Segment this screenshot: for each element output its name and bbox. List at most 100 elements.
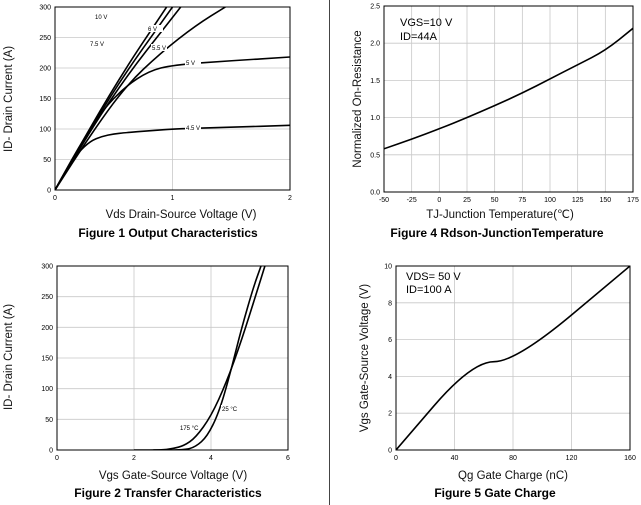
curve-label-background [151,44,167,51]
curve-label: 10 V [95,15,107,21]
fig1-y-ticks: 0 50 100 150 200 250 300 [39,5,51,195]
fig5-gridlines [396,266,630,450]
x-tick-label: 0 [53,195,57,202]
fig2-y-axis-label: ID- Drain Current (A) [3,304,15,410]
y-tick-label: 0 [49,448,53,455]
x-tick-label: -25 [407,197,417,204]
x-tick-label: 120 [566,455,578,462]
fig2-gridlines [57,266,288,450]
x-tick-label: 25 [463,197,471,204]
y-tick-label: 100 [41,386,53,393]
fig5-plot-frame [395,265,631,451]
fig5-x-axis-label: Qg Gate Charge (nC) [458,470,568,482]
fig5-y-ticks: 0 2 4 6 8 10 [384,264,392,455]
fig1-x-axis-label: Vds Drain-Source Voltage (V) [106,209,257,221]
x-tick-label: 80 [509,455,517,462]
curve-label: 5.5 V [152,46,166,52]
fig1-caption: Figure 1 Output Characteristics [78,226,258,240]
condition-line: VGS=10 V [400,17,453,29]
fig4-x-axis-label: TJ-Junction Temperature(℃) [426,209,574,221]
x-tick-label: 6 [286,455,290,462]
y-tick-label: 100 [39,127,51,134]
x-tick-label: 50 [491,197,499,204]
fig2-y-ticks: 0 50 100 150 200 250 300 [41,264,53,455]
y-tick-label: 1.5 [370,78,380,85]
x-tick-label: 160 [624,455,636,462]
fig1-gridlines [55,7,290,190]
fig4-curves [384,27,633,150]
curve-label-background [89,40,105,47]
y-tick-label: 300 [41,264,53,271]
fig5-x-ticks: 0 40 80 120 160 [394,455,636,462]
y-tick-label: 300 [39,5,51,12]
condition-line: VDS= 50 V [406,271,461,283]
y-tick-label: 150 [41,356,53,363]
curve-label-background [221,405,237,412]
curve-label-background [94,13,110,20]
fig5-y-axis-label: Vgs Gate-Source Voltage (V) [359,284,371,432]
y-tick-label: 150 [39,96,51,103]
fig4-caption: Figure 4 Rdson-JunctionTemperature [390,226,603,240]
fig4-y-axis-label: Normalized On-Resistance [352,30,364,167]
curve-label: 5 V [186,61,195,67]
series-line-vgs [396,266,630,450]
fig1-curve-labels: 10 V 6 V 7.5 V 5.5 V 5 V 4.5 V [89,13,201,132]
y-tick-label: 2 [388,411,392,418]
x-tick-label: 1 [171,195,175,202]
x-tick-label: 175 [627,197,639,204]
y-tick-label: 10 [384,264,392,271]
x-tick-label: 0 [437,197,441,204]
y-tick-label: 8 [388,300,392,307]
y-tick-label: 250 [39,35,51,42]
x-tick-label: 40 [451,455,459,462]
y-tick-label: 50 [43,157,51,164]
y-tick-label: 2.0 [370,41,380,48]
figure-4-rdson-junction-temperature: 0.0 0.5 1.0 1.5 2.0 2.5 -50 -25 0 25 50 75 100 125 15… [352,4,639,241]
fig4-conditions-legend: VGS=10 V ID=44A [400,17,453,43]
fig5-curves [396,266,630,450]
fig1-y-axis-label: ID- Drain Current (A) [3,46,15,152]
x-tick-label: 125 [572,197,584,204]
figure-2-transfer-characteristics: 0 50 100 150 200 250 300 0 2 4 6 175 °C 25 °C Vgs … [3,264,290,501]
x-tick-label: 4 [209,455,213,462]
y-tick-label: 2.5 [370,4,380,11]
x-tick-label: 2 [288,195,292,202]
curve-label: 4.5 V [186,126,200,132]
y-tick-label: 0 [47,188,51,195]
fig1-x-ticks: 0 1 2 [53,195,292,202]
curve-label: 25 °C [222,407,238,413]
y-tick-label: 0.5 [370,152,380,159]
fig1-curves [55,7,290,190]
fig4-y-ticks: 0.0 0.5 1.0 1.5 2.0 2.5 [370,4,380,197]
x-tick-label: 2 [132,455,136,462]
y-tick-label: 4 [388,374,392,381]
column-divider [329,0,330,505]
y-tick-label: 50 [45,417,53,424]
curve-label: 6 V [148,27,157,33]
fig4-gridlines [384,6,633,192]
figure-1-output-characteristics: 0 50 100 150 200 250 300 0 1 2 10 V 6 V 7.5 V 5.5 V… [3,5,292,241]
curve-label-background [147,25,163,32]
fig2-x-ticks: 0 2 4 6 [55,455,290,462]
x-tick-label: 0 [394,455,398,462]
fig2-caption: Figure 2 Transfer Characteristics [74,486,262,500]
x-tick-label: 75 [518,197,526,204]
curve-label-background [185,59,201,66]
x-tick-label: 100 [544,197,556,204]
fig4-plot-frame [383,5,634,193]
x-tick-label: 150 [599,197,611,204]
fig2-x-axis-label: Vgs Gate-Source Voltage (V) [99,470,247,482]
series-line-rdson [384,27,633,150]
figure-5-gate-charge: 0 2 4 6 8 10 0 40 80 120 160 VDS= 50 VID=100 A Qg… [359,264,636,501]
curve-label: 175 °C [180,426,199,432]
condition-line: ID=44A [400,31,438,43]
y-tick-label: 0 [388,448,392,455]
y-tick-label: 6 [388,337,392,344]
fig4-x-ticks: -50 -25 0 25 50 75 100 125 150 175 [379,197,639,204]
fig2-curves [134,266,266,450]
y-tick-label: 1.0 [370,115,380,122]
series-line-4-5-v [55,124,290,190]
y-tick-label: 200 [39,66,51,73]
curve-label: 7.5 V [90,42,104,48]
